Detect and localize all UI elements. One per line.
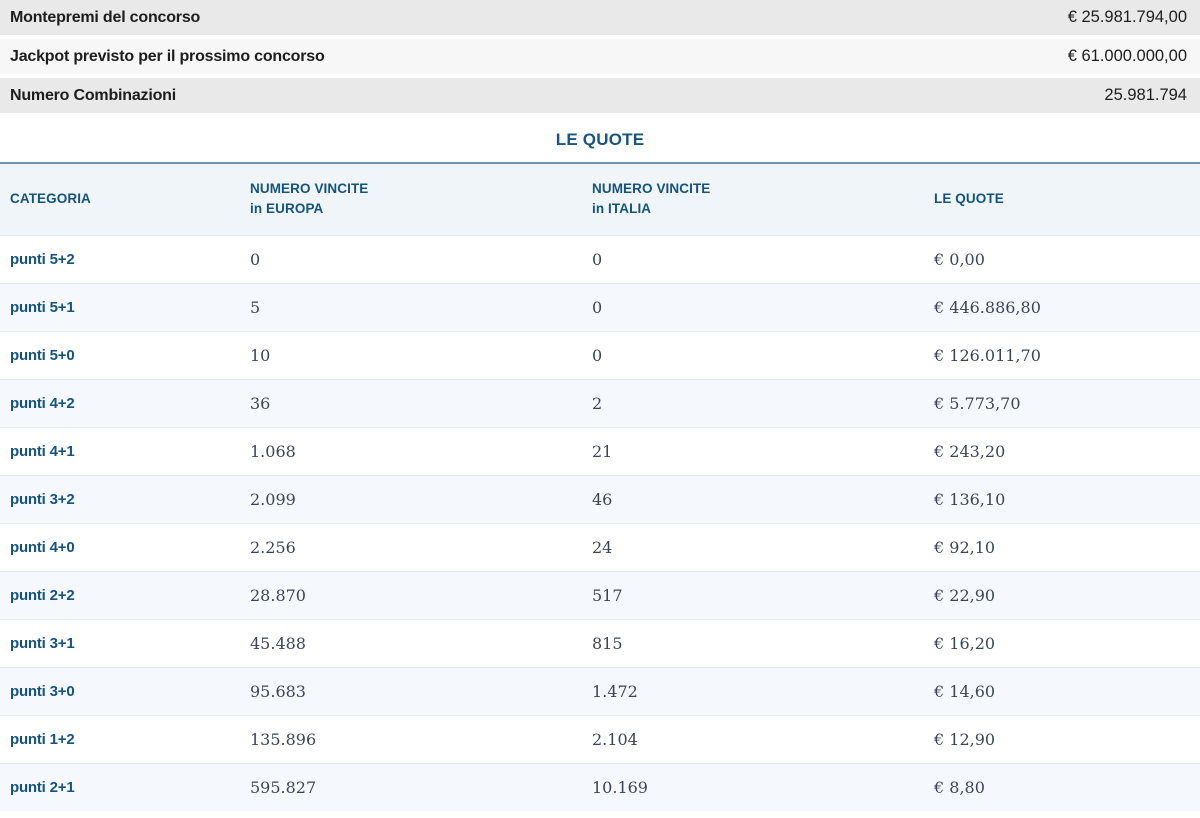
vincite-italia-cell: 0 xyxy=(582,330,924,379)
vincite-italia-cell: 21 xyxy=(582,426,924,475)
vincite-europa-cell: 36 xyxy=(240,378,582,427)
header-vincite-italia-line2: in ITALIA xyxy=(592,201,652,217)
summary-row-combinazioni: Numero Combinazioni 25.981.794 xyxy=(0,78,1200,113)
categoria-cell: punti 5+2 xyxy=(0,234,240,283)
categoria-cell: punti 4+1 xyxy=(0,426,240,475)
header-vincite-europa: NUMERO VINCITE in EUROPA xyxy=(240,163,582,235)
categoria-cell: punti 4+0 xyxy=(0,522,240,571)
quote-table-body: punti 5+2 0 0 € 0,00 punti 5+1 5 0 € 446… xyxy=(0,234,1200,811)
table-row: punti 5+1 5 0 € 446.886,80 xyxy=(0,282,1200,331)
table-row: punti 3+2 2.099 46 € 136,10 xyxy=(0,474,1200,523)
table-row: punti 5+2 0 0 € 0,00 xyxy=(0,234,1200,283)
vincite-italia-cell: 0 xyxy=(582,234,924,283)
vincite-italia-cell: 46 xyxy=(582,474,924,523)
le-quote-title: LE QUOTE xyxy=(555,129,645,149)
jackpot-value: € 61.000.000,00 xyxy=(1067,47,1187,65)
table-row: punti 1+2 135.896 2.104 € 12,90 xyxy=(0,714,1200,763)
quota-cell: € 22,90 xyxy=(924,570,1200,619)
montepremi-label: Montepremi del concorso xyxy=(10,8,201,26)
vincite-europa-cell: 2.256 xyxy=(240,522,582,571)
categoria-cell: punti 2+2 xyxy=(0,570,240,619)
categoria-cell: punti 5+0 xyxy=(0,330,240,379)
quota-cell: € 8,80 xyxy=(924,762,1200,811)
table-row: punti 4+1 1.068 21 € 243,20 xyxy=(0,426,1200,475)
categoria-cell: punti 3+0 xyxy=(0,666,240,715)
categoria-cell: punti 5+1 xyxy=(0,282,240,331)
table-row: punti 3+0 95.683 1.472 € 14,60 xyxy=(0,666,1200,715)
vincite-italia-cell: 2 xyxy=(582,378,924,427)
header-le-quote: LE QUOTE xyxy=(924,163,1200,235)
vincite-europa-cell: 0 xyxy=(240,234,582,283)
categoria-cell: punti 3+1 xyxy=(0,618,240,667)
quota-cell: € 92,10 xyxy=(924,522,1200,571)
vincite-europa-cell: 10 xyxy=(240,330,582,379)
combinazioni-label: Numero Combinazioni xyxy=(10,86,176,104)
table-row: punti 5+0 10 0 € 126.011,70 xyxy=(0,330,1200,379)
table-row: punti 3+1 45.488 815 € 16,20 xyxy=(0,618,1200,667)
vincite-europa-cell: 595.827 xyxy=(240,762,582,811)
header-vincite-italia-line1: NUMERO VINCITE xyxy=(592,181,711,196)
vincite-europa-cell: 28.870 xyxy=(240,570,582,619)
categoria-cell: punti 2+1 xyxy=(0,762,240,811)
vincite-italia-cell: 815 xyxy=(582,618,924,667)
quote-table-header: CATEGORIA NUMERO VINCITE in EUROPA NUMER… xyxy=(0,163,1200,235)
quota-cell: € 12,90 xyxy=(924,714,1200,763)
vincite-europa-cell: 135.896 xyxy=(240,714,582,763)
categoria-cell: punti 3+2 xyxy=(0,474,240,523)
header-vincite-europa-line1: NUMERO VINCITE xyxy=(250,181,369,196)
quota-cell: € 5.773,70 xyxy=(924,378,1200,427)
vincite-europa-cell: 95.683 xyxy=(240,666,582,715)
header-vincite-europa-line2: in EUROPA xyxy=(250,201,324,217)
combinazioni-value: 25.981.794 xyxy=(1104,86,1187,104)
jackpot-label: Jackpot previsto per il prossimo concors… xyxy=(10,47,325,65)
quota-cell: € 126.011,70 xyxy=(924,330,1200,379)
contest-summary: Montepremi del concorso € 25.981.794,00 … xyxy=(0,0,1200,113)
quota-cell: € 136,10 xyxy=(924,474,1200,523)
header-le-quote-line1: LE QUOTE xyxy=(934,191,1004,207)
montepremi-value: € 25.981.794,00 xyxy=(1067,8,1187,26)
quota-cell: € 243,20 xyxy=(924,426,1200,475)
table-row: punti 4+2 36 2 € 5.773,70 xyxy=(0,378,1200,427)
categoria-cell: punti 4+2 xyxy=(0,378,240,427)
table-row: punti 2+2 28.870 517 € 22,90 xyxy=(0,570,1200,619)
vincite-europa-cell: 1.068 xyxy=(240,426,582,475)
header-vincite-italia: NUMERO VINCITE in ITALIA xyxy=(582,163,924,235)
table-row: punti 2+1 595.827 10.169 € 8,80 xyxy=(0,762,1200,811)
vincite-italia-cell: 0 xyxy=(582,282,924,331)
categoria-cell: punti 1+2 xyxy=(0,714,240,763)
header-categoria-line1: CATEGORIA xyxy=(10,191,91,207)
vincite-europa-cell: 2.099 xyxy=(240,474,582,523)
quota-cell: € 16,20 xyxy=(924,618,1200,667)
table-row: punti 4+0 2.256 24 € 92,10 xyxy=(0,522,1200,571)
header-categoria: CATEGORIA xyxy=(0,163,240,235)
quote-table: CATEGORIA NUMERO VINCITE in EUROPA NUMER… xyxy=(0,162,1200,811)
vincite-italia-cell: 10.169 xyxy=(582,762,924,811)
summary-row-montepremi: Montepremi del concorso € 25.981.794,00 xyxy=(0,0,1200,35)
quota-cell: € 446.886,80 xyxy=(924,282,1200,331)
vincite-italia-cell: 24 xyxy=(582,522,924,571)
vincite-europa-cell: 5 xyxy=(240,282,582,331)
quota-cell: € 14,60 xyxy=(924,666,1200,715)
quota-cell: € 0,00 xyxy=(924,234,1200,283)
vincite-italia-cell: 517 xyxy=(582,570,924,619)
vincite-italia-cell: 2.104 xyxy=(582,714,924,763)
vincite-europa-cell: 45.488 xyxy=(240,618,582,667)
summary-row-jackpot: Jackpot previsto per il prossimo concors… xyxy=(0,39,1200,74)
vincite-italia-cell: 1.472 xyxy=(582,666,924,715)
